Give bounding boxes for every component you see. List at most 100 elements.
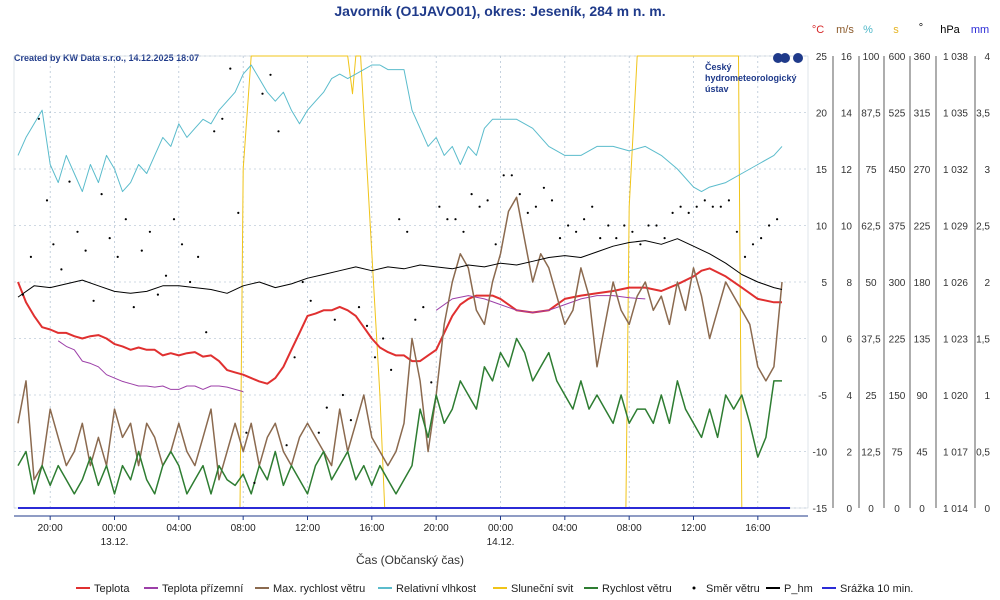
y-tick-label-wind: 2: [846, 448, 852, 459]
wind-direction-point: [245, 431, 248, 434]
legend-label: Směr větru: [706, 583, 760, 595]
wind-direction-point: [309, 299, 312, 302]
y-tick-label-temp: -15: [813, 504, 828, 515]
legend-label: Max. rychlost větru: [273, 583, 365, 595]
series-rychlost-větru: [17, 337, 782, 495]
y-tick-label-wind: 14: [841, 109, 853, 120]
grid: [13, 55, 809, 509]
y-tick-label-sun: 600: [889, 52, 906, 63]
y-tick-label-temp: 20: [816, 109, 828, 120]
y-tick-label-rain: 1: [984, 391, 990, 402]
x-tick-label: 04:00: [552, 523, 577, 534]
y-tick-label-temp: 0: [821, 335, 827, 346]
y-tick-label-rh: 50: [865, 278, 877, 289]
y-tick-label-rh: 37,5: [861, 335, 881, 346]
wind-direction-point: [583, 218, 586, 221]
series-směr-větru: [21, 67, 779, 484]
wind-direction-point: [550, 199, 554, 202]
wind-direction-point: [663, 237, 666, 240]
legend-marker: [692, 586, 696, 590]
x-tick-date: 14.12.: [487, 537, 515, 548]
y-tick-label-sun: 225: [889, 335, 906, 346]
x-tick-label: 08:00: [617, 523, 642, 534]
wind-direction-point: [285, 444, 288, 447]
wind-direction-point: [735, 230, 739, 233]
y-tick-label-wind: 16: [841, 52, 853, 63]
y-tick-label-temp: 15: [816, 165, 828, 176]
logo-line-1: Český: [705, 61, 732, 72]
wind-direction-point: [301, 280, 304, 284]
wind-direction-point: [373, 356, 377, 359]
wind-direction-point: [357, 306, 361, 309]
x-tick-label: 16:00: [745, 523, 770, 534]
wind-direction-point: [382, 337, 385, 340]
wind-direction-point: [398, 218, 401, 221]
wind-direction-point: [108, 237, 111, 240]
y-tick-label-wind: 10: [841, 222, 853, 233]
wind-direction-point: [92, 299, 95, 302]
wind-direction-point: [325, 406, 328, 409]
legend-item: Směr větru: [692, 583, 760, 595]
wind-direction-point: [269, 73, 272, 76]
y-tick-label-rh: 62,5: [861, 222, 881, 233]
wind-direction-point: [478, 205, 481, 208]
y-tick-label-sun: 300: [889, 278, 906, 289]
y-tick-label-temp: -5: [818, 391, 827, 402]
wind-direction-point: [486, 199, 489, 202]
y-tick-label-dir: 270: [914, 165, 931, 176]
wind-direction-point: [558, 237, 562, 240]
wind-direction-point: [655, 224, 658, 227]
y-tick-label-press: 1 014: [943, 504, 968, 515]
wind-direction-point: [534, 205, 538, 208]
wind-direction-point: [140, 249, 143, 252]
x-tick-label: 16:00: [359, 523, 384, 534]
y-tick-label-sun: 525: [889, 109, 906, 120]
y-axis-unit-rain: mm: [971, 24, 989, 36]
wind-direction-point: [711, 205, 714, 208]
x-axis-label: Čas (Občanský čas): [356, 552, 464, 567]
y-tick-label-rh: 100: [863, 52, 880, 63]
sunshine-layer: [18, 55, 790, 509]
x-tick-label: 20:00: [424, 523, 449, 534]
legend-item: Teplota přízemní: [144, 583, 243, 595]
wind-direction-point: [100, 193, 103, 196]
y-tick-label-rh: 75: [865, 165, 877, 176]
wind-direction-point: [333, 318, 336, 321]
wind-direction-point: [37, 117, 41, 120]
legend: Teplota Teplota přízemní Max. rychlost vět…: [76, 583, 913, 595]
y-tick-label-sun: 75: [891, 448, 903, 459]
series-relativní-vlhkost: [17, 64, 783, 193]
wind-direction-point: [148, 230, 151, 233]
wind-direction-point: [414, 318, 417, 321]
x-tick-label: 20:00: [38, 523, 63, 534]
wind-direction-point: [510, 174, 513, 177]
wind-direction-point: [229, 67, 232, 70]
logo-line-3: ústav: [705, 84, 729, 94]
wind-direction-point: [221, 117, 224, 120]
wind-direction-point: [68, 180, 71, 183]
legend-item: Sluneční svit: [493, 583, 573, 595]
y-tick-label-sun: 450: [889, 165, 906, 176]
series-sluneční-svit: [18, 55, 790, 509]
y-tick-label-wind: 0: [846, 504, 852, 515]
wind-direction-point: [164, 274, 168, 277]
y-tick-label-dir: 225: [914, 222, 931, 233]
legend-item: Teplota: [76, 583, 130, 595]
series-max-rychlost-větru: [17, 196, 783, 481]
legend-label: Srážka 10 min.: [840, 583, 913, 595]
series-teplota-přízemní: [57, 340, 244, 393]
y-tick-label-dir: 315: [914, 109, 931, 120]
wind-direction-point: [422, 306, 425, 309]
legend-item: Max. rychlost větru: [255, 583, 365, 595]
wind-direction-point: [341, 393, 344, 397]
y-tick-label-press: 1 023: [943, 335, 968, 346]
wind-direction-point: [189, 280, 192, 284]
y-tick-label-rain: 1,5: [976, 335, 990, 346]
y-tick-label-press: 1 026: [943, 278, 968, 289]
y-tick-label-press: 1 038: [943, 52, 968, 63]
chart-title: Javorník (O1JAVO01), okres: Jeseník, 284…: [334, 3, 665, 19]
y-axis-unit-temp: °C: [812, 24, 824, 36]
wind-direction-point: [526, 211, 529, 214]
y-tick-label-temp: 25: [816, 52, 828, 63]
wind-direction-point: [253, 481, 256, 484]
